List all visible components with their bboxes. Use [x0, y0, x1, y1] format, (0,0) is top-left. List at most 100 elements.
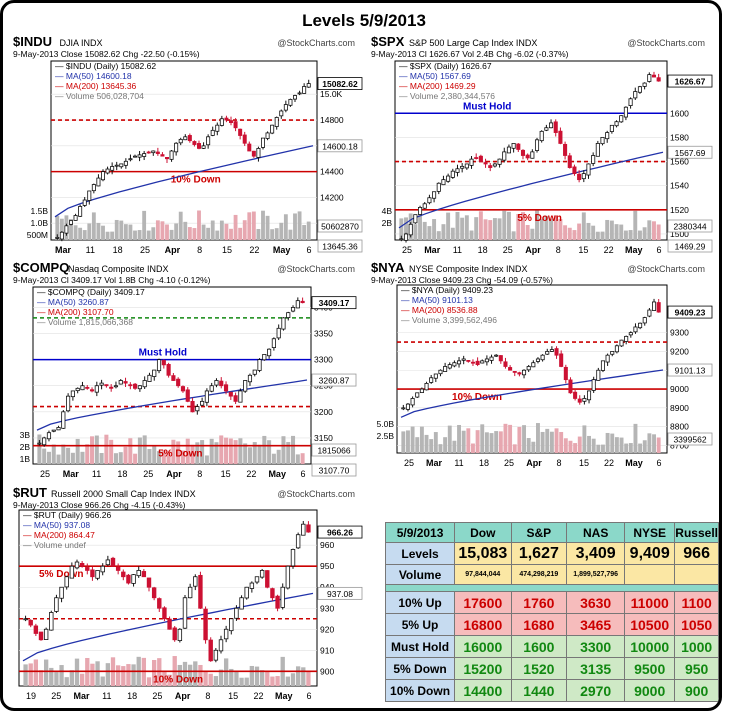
candle-body: [215, 124, 220, 132]
volume-bar: [160, 221, 165, 240]
volume-bar: [484, 432, 489, 453]
y-tick-label: 15.0K: [320, 89, 343, 99]
table-cell: 9500: [624, 657, 676, 680]
candle-body: [219, 118, 224, 126]
legend-entry: — MA(50) 9101.13: [401, 295, 473, 305]
table-cell: 14400: [454, 679, 512, 702]
x-tick-label: 11: [86, 245, 95, 255]
volume-bar: [438, 444, 443, 453]
candle-body: [460, 165, 465, 169]
x-tick-label: 25: [51, 691, 61, 701]
volume-bar: [406, 430, 410, 453]
candle-body: [259, 570, 265, 578]
candle-body: [295, 300, 300, 309]
candle-body: [38, 631, 44, 641]
volume-bar: [151, 227, 156, 240]
candle-body: [540, 354, 545, 361]
volume-bar: [281, 436, 286, 464]
candle-body: [128, 158, 133, 161]
volume-bar: [429, 439, 434, 453]
volume-bar: [525, 225, 530, 240]
candle-body: [267, 348, 272, 357]
candle-body: [99, 382, 104, 386]
y-tick-label: 1560: [670, 157, 689, 167]
candle-body: [208, 639, 213, 662]
volume-bar: [91, 212, 96, 240]
candle-body: [174, 142, 179, 153]
candle-body: [549, 349, 554, 352]
chart-quote-line: 9-May-2013 Cl 3409.17 Vol 1.8B Chg -4.10…: [13, 275, 211, 285]
legend-entry: — MA(200) 13645.36: [55, 81, 137, 91]
volume-bar: [137, 437, 142, 464]
candle-body: [118, 380, 123, 385]
table-cell: 1440: [510, 679, 568, 702]
volume-bar: [656, 224, 661, 240]
candle-body: [591, 379, 596, 391]
candle-body: [251, 150, 256, 157]
price-badge-box: [311, 373, 357, 387]
candle-body: [23, 618, 28, 621]
legend-entry: — MA(200) 8536.88: [401, 305, 478, 315]
volume-bar: [461, 430, 466, 453]
volume-bar: [455, 211, 460, 240]
candle-body: [114, 164, 119, 167]
chart-indu: $INDU DJIA INDX @StockCharts.com 9-May-2013…: [11, 34, 363, 261]
table-header-cell: NAS: [566, 522, 626, 543]
candle-body: [66, 395, 71, 412]
candle-body: [196, 143, 201, 149]
volume-bar: [185, 438, 190, 464]
price-badge-label: 9409.23: [675, 308, 706, 318]
x-tick-label: 22: [246, 469, 256, 479]
x-tick-label: 6: [306, 691, 311, 701]
candle-body: [600, 360, 605, 371]
candle-body: [497, 158, 502, 165]
volume-bar: [238, 227, 243, 240]
volume-bar: [605, 432, 610, 453]
candle-body: [600, 136, 605, 145]
candle-body: [418, 207, 423, 215]
x-tick-label: 22: [604, 458, 614, 468]
price-badge-label: 50602870: [321, 222, 359, 232]
volume-bar: [249, 665, 255, 686]
table-cell: 1600: [510, 635, 568, 658]
volume-bar: [210, 220, 215, 240]
candle-body: [238, 128, 243, 136]
table-cell: 16800: [454, 613, 512, 636]
price-badge-box: [317, 77, 363, 90]
volume-bar: [623, 230, 628, 240]
candle-body: [260, 137, 265, 148]
candle-body: [59, 586, 64, 599]
volume-bar: [652, 221, 656, 240]
table-cell: 966: [674, 542, 719, 565]
candle-body: [609, 124, 614, 132]
volume-bar: [176, 441, 181, 464]
volume-tick-label: 1.0B: [31, 218, 49, 228]
volume-bar: [297, 211, 302, 240]
volume-bar: [275, 676, 280, 686]
y-tick-label: 920: [320, 624, 334, 634]
volume-bar: [498, 431, 503, 453]
row-label: Volume: [384, 564, 456, 585]
candle-body: [534, 139, 540, 151]
volume-bar: [70, 452, 75, 464]
price-badge-box: [667, 432, 713, 446]
volume-bar: [624, 443, 629, 453]
x-tick-label: Mar: [74, 691, 91, 701]
candle-body: [288, 98, 293, 106]
candle-body: [55, 237, 60, 239]
volume-bar: [23, 664, 28, 686]
chart-symbol: $INDU: [13, 34, 52, 49]
candle-body: [123, 160, 128, 166]
volume-bar: [46, 451, 51, 464]
candle-body: [209, 385, 214, 392]
volume-bar: [545, 428, 550, 453]
candle-body: [101, 171, 106, 181]
candle-body: [526, 366, 531, 371]
row-label: 10% Up: [384, 591, 456, 614]
candle-body: [520, 149, 526, 156]
candle-body: [91, 184, 96, 192]
volume-bar: [609, 220, 614, 240]
volume-bar: [502, 210, 507, 240]
candle-body: [619, 339, 624, 347]
volume-bar: [516, 213, 521, 240]
